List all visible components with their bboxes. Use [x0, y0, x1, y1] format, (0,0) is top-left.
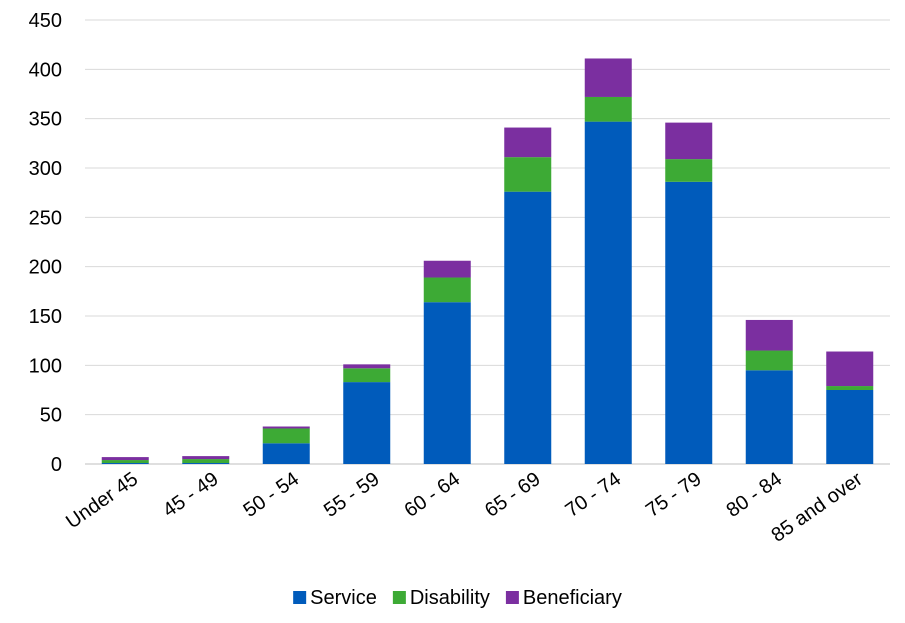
bar-service [262, 443, 310, 464]
bar-beneficiary [584, 58, 632, 97]
bar-disability [665, 159, 713, 182]
bar-disability [182, 459, 230, 464]
y-tick-label: 200 [29, 257, 62, 279]
x-tick-label: 55 - 59 [320, 468, 384, 522]
bar-disability [504, 157, 552, 192]
bar-service [665, 181, 713, 464]
bar-disability [343, 368, 391, 383]
legend-swatch-disability [392, 591, 406, 604]
x-axis-tick-labels: Under 45 45 - 49 50 - 54 55 - 59 60 - 64 65 -… [62, 468, 867, 547]
legend-swatch-service [293, 591, 307, 604]
y-tick-label: 350 [29, 109, 62, 131]
bar-service [504, 191, 552, 464]
bar-beneficiary [504, 127, 552, 158]
y-tick-label: 0 [51, 454, 62, 476]
legend-label-service: Service [310, 587, 377, 609]
legend: Service Disability Beneficiary [293, 587, 622, 609]
bar-beneficiary [343, 364, 391, 369]
bar-disability [584, 96, 632, 122]
x-tick-label: 85 and over [767, 468, 866, 547]
bar-beneficiary [101, 457, 149, 461]
legend-swatch-beneficiary [505, 591, 519, 604]
y-tick-label: 450 [29, 10, 62, 32]
bar-service [182, 463, 230, 464]
bar-service [745, 370, 793, 464]
bar-disability [826, 386, 874, 390]
x-tick-label: 70 - 74 [561, 468, 625, 522]
bar-service [423, 302, 471, 464]
bar-service [101, 463, 149, 464]
x-tick-label: 50 - 54 [239, 468, 303, 522]
x-tick-label: 80 - 84 [722, 468, 786, 522]
bar-disability [262, 428, 310, 444]
y-tick-label: 250 [29, 207, 62, 229]
y-tick-label: 150 [29, 306, 62, 328]
bar-beneficiary [745, 319, 793, 351]
bar-beneficiary [182, 456, 230, 460]
bar-disability [101, 460, 149, 464]
bar-service [343, 382, 391, 464]
x-tick-label: 65 - 69 [481, 468, 545, 522]
x-tick-label: 75 - 79 [642, 468, 706, 522]
y-tick-label: 400 [29, 59, 62, 81]
gridlines [85, 19, 890, 465]
bar-service [584, 121, 632, 465]
x-tick-label: 60 - 64 [400, 468, 464, 522]
x-tick-label: Under 45 [62, 468, 142, 533]
bar-service [826, 390, 874, 464]
y-tick-label: 100 [29, 355, 62, 377]
bar-disability [745, 350, 793, 371]
x-tick-label: 45 - 49 [159, 468, 223, 522]
bar-beneficiary [423, 260, 471, 278]
bars [101, 58, 874, 465]
bar-beneficiary [665, 122, 713, 160]
bar-beneficiary [826, 351, 874, 387]
bar-beneficiary [262, 426, 310, 429]
legend-label-beneficiary: Beneficiary [523, 587, 622, 609]
y-tick-label: 50 [40, 405, 62, 427]
bar-disability [423, 277, 471, 303]
y-tick-label: 300 [29, 158, 62, 180]
legend-label-disability: Disability [410, 587, 490, 609]
y-axis-tick-labels: 0 50 100 150 200 250 300 350 400 450 [29, 10, 62, 476]
